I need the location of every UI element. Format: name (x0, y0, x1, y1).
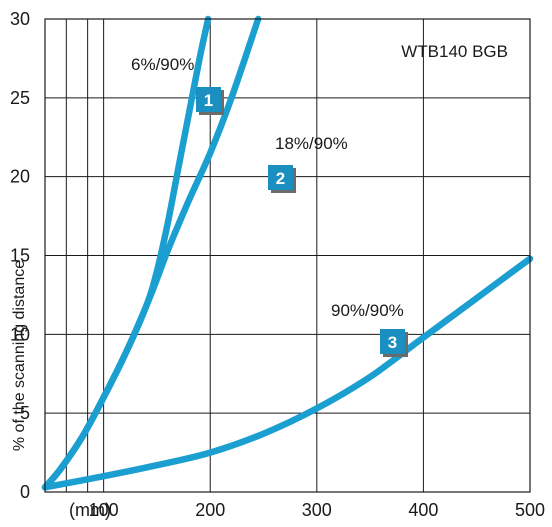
y-tick-label: 15 (10, 246, 30, 266)
x-tick-label: 200 (195, 500, 225, 520)
series-badge-2: 2 (268, 165, 296, 193)
series-label-3: 90%/90% (331, 301, 404, 320)
badge-number: 1 (204, 91, 213, 110)
tick-labels: 0 5 10 15 20 25 30 100 200 300 400 500 (mm) % of the … (10, 9, 545, 520)
x-tick-label: 300 (302, 500, 332, 520)
badge-number: 3 (388, 333, 397, 352)
y-tick-label: 30 (10, 9, 30, 29)
series-line-2 (41, 15, 262, 491)
y-tick-label: 25 (10, 88, 30, 108)
x-axis-label: (mm) (69, 500, 111, 520)
y-tick-label: 5 (20, 403, 30, 423)
series-badge-1: 1 (196, 87, 224, 115)
chart-title: WTB140 BGB (401, 42, 508, 61)
annotations: WTB140 BGB 6%/90% 1 18%/90% 2 90%/90% 3 (131, 42, 508, 357)
series-label-1: 6%/90% (131, 55, 194, 74)
series-line-1 (41, 15, 212, 491)
y-tick-label: 20 (10, 167, 30, 187)
plot-border (44, 18, 531, 493)
x-tick-label: 400 (408, 500, 438, 520)
y-tick-label: 10 (10, 324, 30, 344)
series-badge-3: 3 (380, 329, 408, 357)
badge-box (380, 329, 405, 354)
series-label-2: 18%/90% (275, 134, 348, 153)
series-line-3 (41, 255, 534, 491)
curves (41, 15, 534, 491)
x-tick-label: 100 (89, 500, 119, 520)
badge-box (268, 165, 293, 190)
badge-box (196, 87, 221, 112)
badge-number: 2 (276, 169, 285, 188)
y-axis-label: % of the scanning distance (11, 260, 28, 451)
x-tick-label: 500 (515, 500, 545, 520)
y-tick-label: 0 (20, 482, 30, 502)
